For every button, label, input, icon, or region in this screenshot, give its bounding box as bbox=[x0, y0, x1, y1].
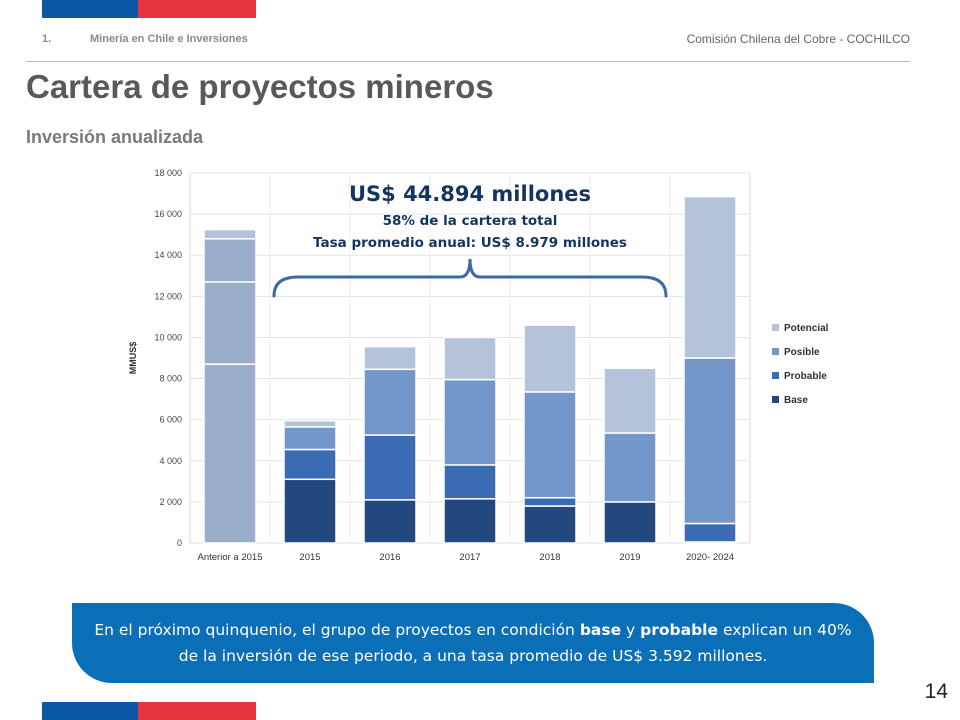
legend-label: Probable bbox=[784, 371, 827, 382]
y-tick-label: 14 000 bbox=[154, 250, 182, 260]
x-tick-label: 2015 bbox=[299, 552, 320, 563]
bar-base bbox=[603, 501, 657, 544]
bar-posible bbox=[283, 426, 337, 451]
bar-base bbox=[363, 499, 417, 544]
callout-box: En el próximo quinquenio, el grupo de pr… bbox=[72, 603, 874, 683]
x-tick-label: 2019 bbox=[619, 552, 640, 563]
annotation-line2: Tasa promedio anual: US$ 8.979 millones bbox=[313, 235, 627, 251]
y-tick-label: 12 000 bbox=[154, 291, 182, 301]
legend-label: Base bbox=[784, 395, 808, 406]
page-subtitle: Inversión anualizada bbox=[26, 127, 204, 147]
y-tick-label: 10 000 bbox=[154, 332, 182, 342]
bar-probable bbox=[283, 448, 337, 481]
y-tick-label: 4 000 bbox=[159, 456, 182, 466]
y-tick-label: 8 000 bbox=[159, 374, 182, 384]
annotation-line1: 58% de la cartera total bbox=[383, 213, 558, 229]
x-tick-label: 2017 bbox=[459, 552, 480, 563]
bar-posible bbox=[603, 432, 657, 503]
section-number: 1. bbox=[42, 33, 52, 45]
bar-probable bbox=[363, 434, 417, 501]
bar-base bbox=[283, 478, 337, 544]
callout-bold-probable: probable bbox=[640, 621, 719, 639]
bar-probable bbox=[203, 281, 257, 365]
x-tick-label: 2016 bbox=[379, 552, 400, 563]
y-tick-label: 16 000 bbox=[154, 209, 182, 219]
callout-part3: explican un 40% de la inversión de ese p… bbox=[178, 621, 852, 665]
organization-name: Comisión Chilena del Cobre - COCHILCO bbox=[686, 32, 910, 46]
callout-text: En el próximo quinquenio, el grupo de pr… bbox=[88, 617, 858, 669]
legend-swatch bbox=[772, 324, 779, 331]
investment-chart: 0 2 000 4 000 6 000 8 000 10 000 12 000 14 000 1… bbox=[128, 168, 829, 563]
y-tick-label: 18 000 bbox=[154, 168, 182, 178]
bar-base bbox=[443, 498, 497, 544]
bar-base bbox=[203, 363, 257, 544]
bar-potencial bbox=[523, 324, 577, 393]
x-tick-label: Anterior a 2015 bbox=[198, 552, 263, 563]
bar-potencial bbox=[683, 195, 737, 359]
x-tick-label: 2020- 2024 bbox=[686, 552, 734, 563]
bar-potencial bbox=[443, 336, 497, 381]
y-axis-label: MMUS$ bbox=[128, 342, 138, 375]
bar-base bbox=[523, 505, 577, 544]
legend-swatch bbox=[772, 348, 779, 355]
flag-stripe-bottom bbox=[42, 702, 256, 720]
legend-label: Posible bbox=[784, 347, 820, 358]
bar-potencial bbox=[283, 419, 337, 428]
annotation-headline: US$ 44.894 millones bbox=[349, 182, 591, 206]
callout-bold-base: base bbox=[579, 621, 622, 639]
bar-potencial bbox=[203, 228, 257, 240]
page-number: 14 bbox=[924, 680, 948, 703]
y-tick-label: 6 000 bbox=[159, 415, 182, 425]
annotation-brace bbox=[272, 258, 668, 298]
legend-swatch bbox=[772, 372, 779, 379]
section-title: Minería en Chile e Inversiones bbox=[90, 33, 248, 45]
bar-probable bbox=[523, 497, 577, 507]
bar-posible bbox=[443, 378, 497, 466]
bar-probable bbox=[443, 464, 497, 500]
header-divider bbox=[26, 61, 910, 62]
bar-posible bbox=[523, 391, 577, 499]
legend-label: Potencial bbox=[784, 323, 829, 334]
bar-posible bbox=[363, 368, 417, 436]
callout-part1: En el próximo quinquenio, el grupo de pr… bbox=[94, 621, 580, 639]
y-tick-label: 0 bbox=[177, 538, 182, 548]
bar-posible bbox=[683, 357, 737, 525]
y-tick-label: 2 000 bbox=[159, 497, 182, 507]
x-tick-label: 2018 bbox=[539, 552, 560, 563]
flag-stripe-top bbox=[42, 0, 256, 18]
bar-potencial bbox=[363, 345, 417, 371]
bar-potencial bbox=[603, 367, 657, 434]
bar-probable bbox=[683, 522, 737, 543]
bar-posible bbox=[203, 238, 257, 283]
page-title: Cartera de proyectos mineros bbox=[26, 68, 494, 105]
callout-part2: y bbox=[621, 621, 641, 639]
legend-swatch bbox=[772, 396, 779, 403]
